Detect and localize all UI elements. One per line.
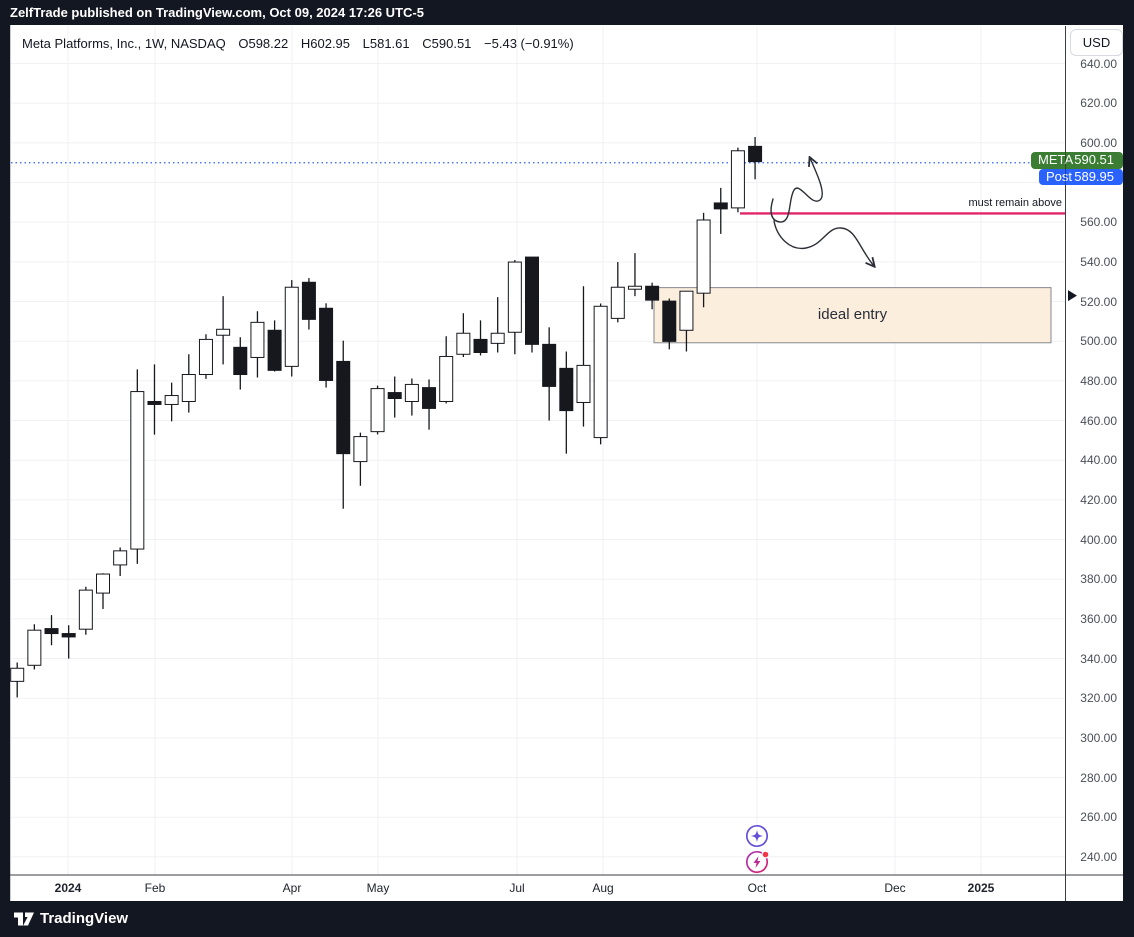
price-tick-label: 240.00 [1080,849,1117,864]
price-tick-label: 360.00 [1080,611,1117,626]
time-tick-label: Oct [747,881,767,895]
post-text: Post [1046,168,1073,184]
currency-button[interactable]: USD [1070,29,1123,56]
must-remain-above-note: must remain above [968,196,1062,209]
time-tick-label: 2024 [54,881,82,895]
price-tick-label: 600.00 [1080,135,1117,150]
footer-bar: TradingView [0,901,1134,937]
price-tick-label: 300.00 [1080,730,1117,745]
lightning-icon[interactable] [744,849,770,875]
time-tick-label: 2025 [967,881,995,895]
price-tick-label: 440.00 [1080,453,1117,468]
price-tick-label: 420.00 [1080,492,1117,507]
price-tick-label: 400.00 [1080,532,1117,547]
last-price-value: 590.51 [1074,152,1114,168]
chart-panel [10,25,1123,901]
price-tick-label: 280.00 [1080,770,1117,785]
chart-legend: Meta Platforms, Inc., 1W, NASDAQ O598.22… [22,36,583,51]
price-tick-label: 340.00 [1080,651,1117,666]
high-value: H602.95 [300,36,351,51]
price-tick-label: 480.00 [1080,373,1117,388]
last-price-label: META 590.51 [1031,152,1123,169]
time-tick-label: May [366,881,390,895]
time-tick-label: Apr [282,881,302,895]
time-tick-label: Feb [144,881,166,895]
time-tick-label: Aug [592,881,614,895]
ideal-entry-label: ideal entry [817,306,888,324]
low-value: L581.61 [362,36,410,51]
ticker-text: META [1038,152,1074,168]
price-tick-label: 320.00 [1080,691,1117,706]
post-market-price-label: Post 589.95 [1039,168,1123,186]
symbol-title: Meta Platforms, Inc., 1W, NASDAQ [22,36,226,51]
price-tick-label: 460.00 [1080,413,1117,428]
publish-text: ZelfTrade published on TradingView.com, … [10,5,424,20]
publish-bar: ZelfTrade published on TradingView.com, … [0,0,1134,25]
price-tick-label: 540.00 [1080,254,1117,269]
time-tick-label: Jul [509,881,525,895]
price-tick-label: 380.00 [1080,572,1117,587]
post-price-value: 589.95 [1074,168,1114,184]
notification-dot [761,850,770,859]
tradingview-wordmark[interactable]: TradingView [40,910,129,927]
price-tick-label: 260.00 [1080,810,1117,825]
close-value: C590.51 [422,36,472,51]
price-tick-label: 640.00 [1080,56,1117,71]
price-tick-label: 500.00 [1080,334,1117,349]
sparkle-icon[interactable] [745,824,769,848]
price-tick-label: 520.00 [1080,294,1117,309]
price-tick-label: 560.00 [1080,215,1117,230]
time-tick-label: Dec [884,881,906,895]
price-tick-label: 620.00 [1080,96,1117,111]
change-value: −5.43 (−0.91%) [484,36,574,51]
tradingview-logo-icon[interactable] [13,909,35,929]
open-value: O598.22 [238,36,289,51]
